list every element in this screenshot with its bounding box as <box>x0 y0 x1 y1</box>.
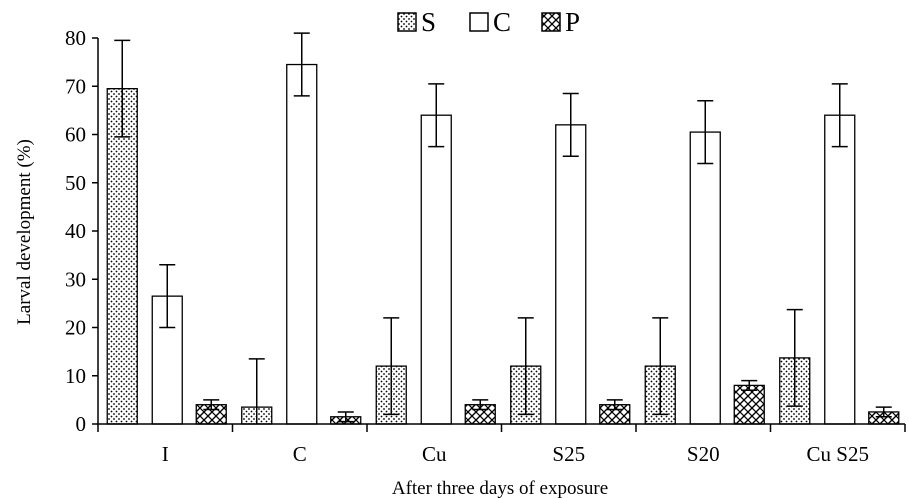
x-tick-label-5: Cu S25 <box>807 442 869 466</box>
bar-p-4 <box>733 384 765 425</box>
x-tick-label-4: S20 <box>687 442 720 466</box>
axes: 0 10 20 30 40 50 60 70 80 I C Cu S25 S20 Cu S25 <box>65 26 906 466</box>
bar-c-5 <box>824 114 856 425</box>
y-tick-label-50: 50 <box>65 171 86 195</box>
legend-swatch-c <box>469 12 489 32</box>
y-tick-label-20: 20 <box>65 316 86 340</box>
y-tick-label-60: 60 <box>65 123 86 147</box>
y-tick-label-70: 70 <box>65 74 86 98</box>
x-tick-label-3: S25 <box>552 442 585 466</box>
x-tick-label-2: Cu <box>422 442 447 466</box>
bar-c-1 <box>286 63 318 425</box>
legend-swatch-s <box>397 12 417 32</box>
bar-c-3 <box>555 124 587 425</box>
y-tick-label-40: 40 <box>65 219 86 243</box>
x-tick-label-0: I <box>162 442 169 466</box>
legend-swatch-p <box>541 12 561 32</box>
legend-label-s: S <box>421 7 436 37</box>
y-tick-label-10: 10 <box>65 364 86 388</box>
y-axis-title: Larval development (%) <box>14 139 35 325</box>
x-axis-title: After three days of exposure <box>392 478 608 498</box>
y-tick-label-30: 30 <box>65 267 86 291</box>
bars <box>106 32 900 425</box>
legend-label-c: C <box>493 7 511 37</box>
bar-c-2 <box>420 114 452 425</box>
bar-c-4 <box>689 131 721 425</box>
legend-label-p: P <box>565 7 580 37</box>
y-tick-label-80: 80 <box>65 26 86 50</box>
x-tick-label-1: C <box>293 442 307 466</box>
y-tick-label-0: 0 <box>76 412 87 436</box>
bar-s-0 <box>106 88 138 425</box>
